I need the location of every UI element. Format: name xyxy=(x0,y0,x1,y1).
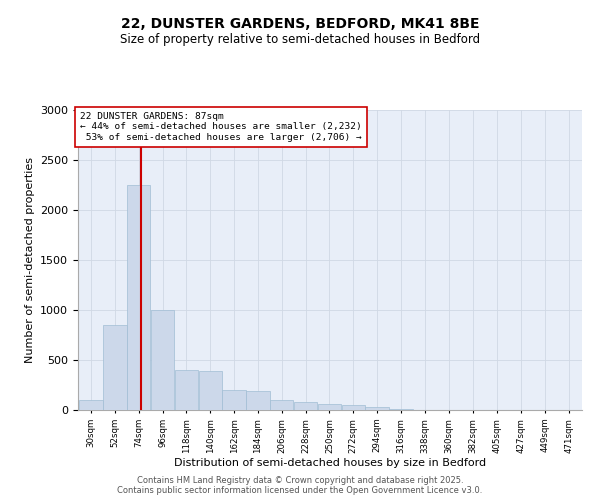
Text: Contains HM Land Registry data © Crown copyright and database right 2025.: Contains HM Land Registry data © Crown c… xyxy=(137,476,463,485)
Bar xyxy=(246,391,269,410)
Bar xyxy=(127,185,151,410)
Bar xyxy=(79,400,103,410)
Bar xyxy=(103,325,127,410)
Text: Size of property relative to semi-detached houses in Bedford: Size of property relative to semi-detach… xyxy=(120,32,480,46)
Bar xyxy=(223,390,246,410)
Text: 22, DUNSTER GARDENS, BEDFORD, MK41 8BE: 22, DUNSTER GARDENS, BEDFORD, MK41 8BE xyxy=(121,18,479,32)
Bar xyxy=(199,371,222,410)
Y-axis label: Number of semi-detached properties: Number of semi-detached properties xyxy=(25,157,35,363)
Bar xyxy=(175,370,198,410)
Text: 22 DUNSTER GARDENS: 87sqm
← 44% of semi-detached houses are smaller (2,232)
 53%: 22 DUNSTER GARDENS: 87sqm ← 44% of semi-… xyxy=(80,112,362,142)
Bar xyxy=(151,310,174,410)
Bar xyxy=(318,404,341,410)
Bar xyxy=(365,407,389,410)
Text: Contains public sector information licensed under the Open Government Licence v3: Contains public sector information licen… xyxy=(118,486,482,495)
Bar xyxy=(341,405,365,410)
Bar xyxy=(389,409,413,410)
X-axis label: Distribution of semi-detached houses by size in Bedford: Distribution of semi-detached houses by … xyxy=(174,458,486,468)
Bar xyxy=(270,400,293,410)
Bar xyxy=(294,402,317,410)
